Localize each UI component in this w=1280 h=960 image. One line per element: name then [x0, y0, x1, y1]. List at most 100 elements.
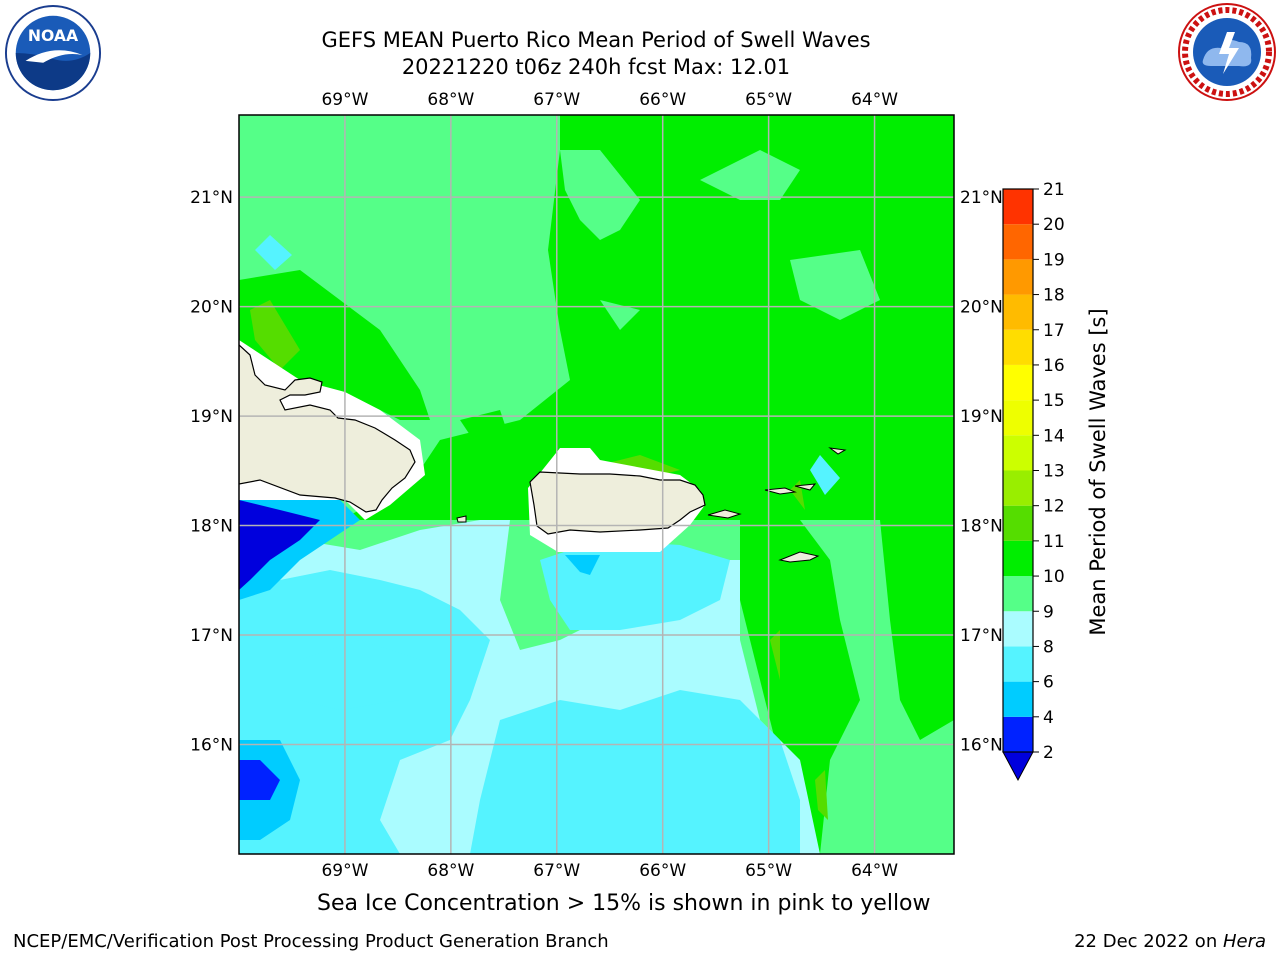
colorbar-swatch: [1003, 470, 1033, 506]
colorbar-swatch: [1003, 189, 1033, 225]
lat-tick-right: 18°N: [960, 517, 1003, 537]
colorbar-tick-label: 13: [1043, 462, 1065, 482]
lat-tick-left: 19°N: [190, 407, 233, 427]
field-6s-prsouth: [565, 555, 600, 575]
colorbar-tick-label: 9: [1043, 602, 1054, 622]
colorbar-tick-label: 17: [1043, 321, 1065, 341]
colorbar-under-arrow: [1002, 751, 1034, 782]
lon-tick-top: 67°W: [533, 90, 580, 110]
field-6s-vi-patch: [810, 455, 840, 495]
colorbar-tick-label: 4: [1043, 708, 1054, 728]
lat-tick-left: 17°N: [190, 626, 233, 646]
colorbar-swatch: [1003, 681, 1033, 717]
lon-tick-bottom: 69°W: [321, 861, 368, 881]
colorbar-tick-label: 15: [1043, 391, 1065, 411]
lon-tick-bottom: 67°W: [533, 861, 580, 881]
field-12s-patch1: [250, 300, 300, 370]
colorbar-swatch: [1003, 224, 1033, 260]
lat-tick-left: 21°N: [190, 188, 233, 208]
axis-tick-labels: 69°W 69°W 68°W 68°W 67°W 67°W 66°W 66°W 65°W 65°W…: [190, 90, 1003, 881]
field-10s-patch-mid: [600, 300, 640, 330]
footer-branch: NCEP/EMC/Verification Post Processing Pr…: [13, 931, 609, 952]
colorbar-tick-label: 19: [1043, 250, 1065, 270]
footer-machine: Hera: [1222, 931, 1266, 952]
colorbar-tick-label: 11: [1043, 532, 1065, 552]
map-gridlines: [239, 115, 954, 854]
colorbar-tick-label: 21: [1043, 180, 1065, 200]
colorbar-swatch: [1003, 400, 1033, 436]
land-puerto-rico: [529, 471, 706, 535]
colorbar: 2 4 6 8 9 10 11 12 13 14 15 16 17 18 19 20 21: [1002, 180, 1065, 782]
lon-tick-top: 66°W: [639, 90, 686, 110]
colorbar-swatch: [1003, 716, 1033, 752]
colorbar-tick-label: 2: [1043, 743, 1054, 763]
lon-tick-top: 68°W: [427, 90, 474, 110]
field-8s-west-patch: [300, 640, 420, 710]
lat-tick-left: 18°N: [190, 517, 233, 537]
colorbar-tick-label: 6: [1043, 673, 1054, 693]
lat-tick-right: 21°N: [960, 188, 1003, 208]
field-11s-east-right: [880, 520, 954, 740]
noaa-logo: NOAA: [4, 4, 102, 102]
colorbar-swatch: [1003, 329, 1033, 365]
colorbar-tick-label: 14: [1043, 426, 1065, 446]
field-2s-west: [239, 500, 320, 590]
nws-logo: [1178, 3, 1276, 101]
lat-tick-left: 16°N: [190, 736, 233, 756]
field-10s-patch-east: [790, 250, 880, 320]
sea-ice-note: Sea Ice Concentration > 15% is shown in …: [317, 891, 931, 916]
land-vieques: [707, 509, 742, 519]
colorbar-tick-label: 16: [1043, 356, 1065, 376]
lat-tick-right: 20°N: [960, 298, 1003, 318]
colorbar-tick-label: 8: [1043, 637, 1054, 657]
map-title-line2: 20221220 t06z 240h fcst Max: 12.01: [401, 55, 791, 79]
land-mona: [456, 515, 467, 523]
field-2s-sw-patch: [239, 760, 280, 800]
field-8s-south-center: [470, 690, 800, 854]
field-12s-patch4: [770, 630, 780, 680]
lon-tick-bottom: 66°W: [639, 861, 686, 881]
land-anegada: [828, 447, 847, 455]
colorbar-tick-label: 10: [1043, 567, 1065, 587]
lon-tick-bottom: 64°W: [851, 861, 898, 881]
lat-tick-left: 20°N: [190, 298, 233, 318]
colorbar-swatch: [1003, 611, 1033, 647]
colorbar-tick-label: 20: [1043, 215, 1065, 235]
lat-tick-right: 17°N: [960, 626, 1003, 646]
colorbar-tick-label: 18: [1043, 286, 1065, 306]
colorbar-swatch: [1003, 259, 1033, 295]
colorbar-swatch: [1003, 294, 1033, 330]
lon-tick-bottom: 68°W: [427, 861, 474, 881]
land-hispaniola: [239, 344, 416, 513]
field-12s-patch5: [815, 770, 828, 820]
colorbar-swatch: [1003, 364, 1033, 401]
footer-date: 22 Dec 2022 on Hera: [1074, 931, 1266, 952]
field-8s-south: [239, 570, 490, 854]
colorbar-swatch: [1003, 505, 1033, 541]
lon-tick-top: 69°W: [321, 90, 368, 110]
colorbar-swatch: [1003, 435, 1033, 471]
field-10s-patch-north2: [700, 150, 800, 200]
colorbar-tick-label: 12: [1043, 497, 1065, 517]
colorbar-swatch: [1003, 540, 1033, 577]
field-11s-west: [239, 270, 430, 420]
contour-field: [239, 115, 954, 854]
footer-date-text: 22 Dec 2022 on: [1074, 931, 1223, 952]
map-title-line1: GEFS MEAN Puerto Rico Mean Period of Swe…: [321, 28, 871, 52]
lat-tick-right: 16°N: [960, 736, 1003, 756]
field-11s-patch1: [460, 410, 510, 450]
field-11s-east-strip: [740, 520, 860, 854]
map-frame: [238, 114, 955, 855]
lon-tick-top: 65°W: [745, 90, 792, 110]
field-10s-patch-north1: [560, 150, 640, 240]
lat-tick-right: 19°N: [960, 407, 1003, 427]
colorbar-swatch: [1003, 646, 1033, 682]
lon-tick-top: 64°W: [851, 90, 898, 110]
land-stcroix: [778, 551, 820, 563]
land-stthomas: [764, 487, 797, 495]
colorbar-swatch: [1003, 576, 1033, 612]
lon-tick-bottom: 65°W: [745, 861, 792, 881]
colorbar-label: Mean Period of Swell Waves [s]: [1086, 308, 1110, 635]
svg-text:NOAA: NOAA: [28, 26, 79, 45]
